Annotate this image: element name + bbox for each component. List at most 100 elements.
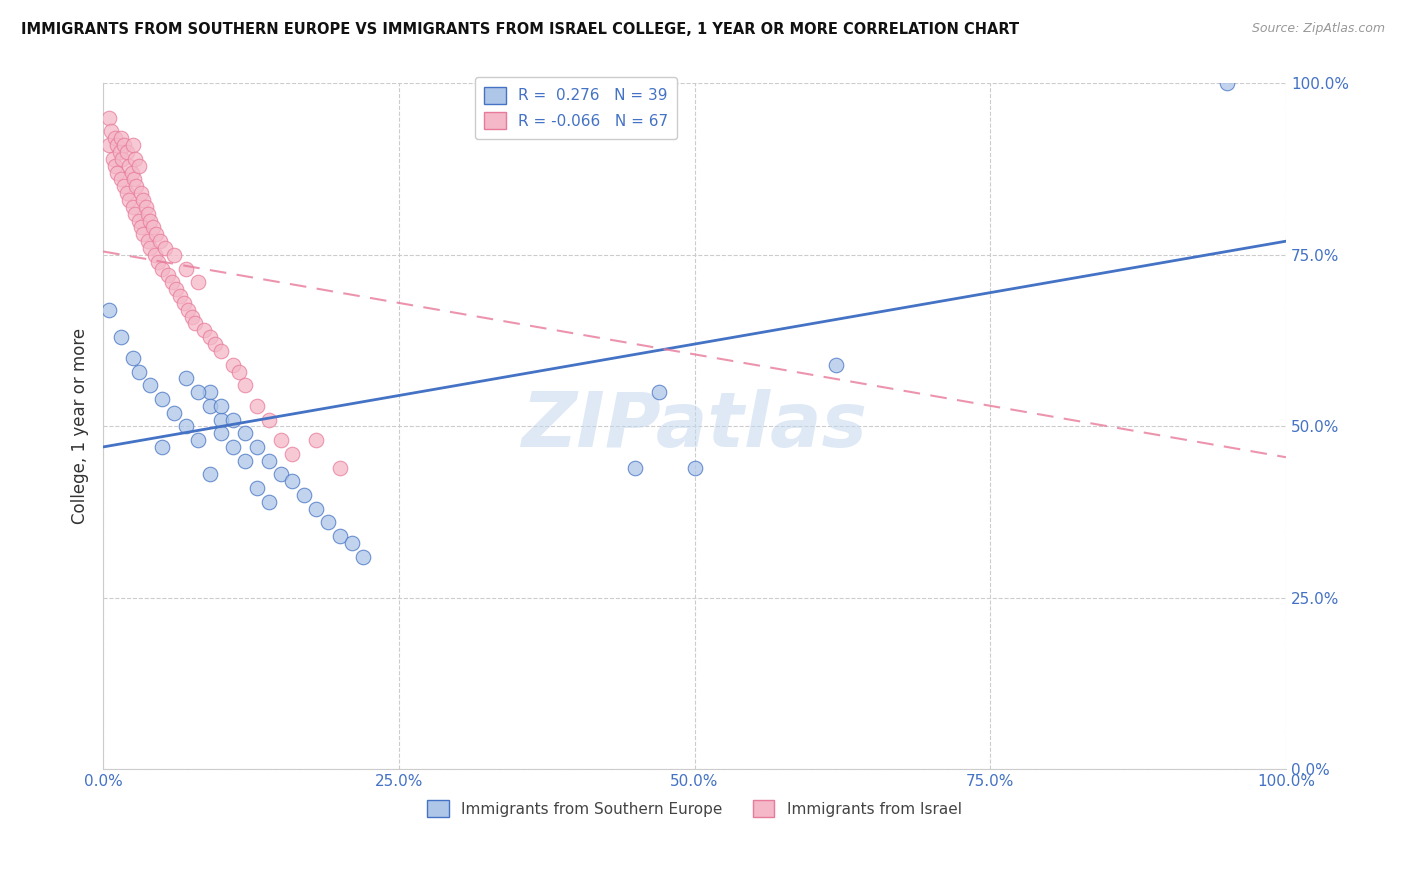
Point <box>222 440 245 454</box>
Point <box>281 475 304 489</box>
Point <box>270 433 292 447</box>
Point <box>128 364 150 378</box>
Point <box>124 152 146 166</box>
Point <box>115 186 138 201</box>
Point <box>340 536 363 550</box>
Point <box>257 453 280 467</box>
Point <box>292 488 315 502</box>
Point <box>184 317 207 331</box>
Point <box>329 460 352 475</box>
Point <box>187 276 209 290</box>
Point <box>683 460 706 475</box>
Point <box>825 358 848 372</box>
Point <box>160 276 183 290</box>
Point <box>177 302 200 317</box>
Point <box>105 138 128 153</box>
Point <box>257 412 280 426</box>
Point <box>180 310 202 324</box>
Point <box>128 159 150 173</box>
Point <box>204 337 226 351</box>
Point <box>111 152 134 166</box>
Point <box>222 358 245 372</box>
Text: ZIPatlas: ZIPatlas <box>522 390 868 463</box>
Point <box>121 138 143 153</box>
Point <box>118 159 141 173</box>
Point <box>112 138 135 153</box>
Point <box>166 282 188 296</box>
Point <box>121 351 143 365</box>
Point <box>139 378 162 392</box>
Point <box>246 399 269 413</box>
Point <box>115 145 138 159</box>
Point <box>110 330 132 344</box>
Point <box>157 268 180 283</box>
Point <box>121 200 143 214</box>
Point <box>352 549 374 564</box>
Point <box>316 516 339 530</box>
Point <box>112 179 135 194</box>
Point <box>209 343 232 358</box>
Point <box>98 302 121 317</box>
Point <box>233 453 256 467</box>
Point <box>129 220 152 235</box>
Point <box>145 227 167 242</box>
Text: Source: ZipAtlas.com: Source: ZipAtlas.com <box>1251 22 1385 36</box>
Point <box>104 131 127 145</box>
Point <box>246 481 269 495</box>
Point <box>143 248 166 262</box>
Point <box>174 419 197 434</box>
Point <box>150 440 173 454</box>
Point <box>98 138 121 153</box>
Point <box>198 385 221 400</box>
Point <box>222 412 245 426</box>
Point <box>329 529 352 543</box>
Point <box>209 399 232 413</box>
Point <box>136 234 159 248</box>
Point <box>163 406 186 420</box>
Point <box>122 172 145 186</box>
Point <box>110 172 132 186</box>
Point <box>100 124 122 138</box>
Point <box>163 248 186 262</box>
Point <box>246 440 269 454</box>
Point <box>146 254 169 268</box>
Point <box>281 447 304 461</box>
Point <box>233 426 256 441</box>
Point <box>209 426 232 441</box>
Point <box>198 467 221 482</box>
Point <box>101 152 124 166</box>
Point <box>139 213 162 227</box>
Point <box>129 186 152 201</box>
Point <box>233 378 256 392</box>
Point <box>105 166 128 180</box>
Point <box>128 213 150 227</box>
Point <box>121 166 143 180</box>
Point <box>136 207 159 221</box>
Point <box>149 234 172 248</box>
Point <box>174 371 197 385</box>
Point <box>104 159 127 173</box>
Point <box>305 501 328 516</box>
Point <box>132 227 155 242</box>
Point <box>624 460 647 475</box>
Point <box>150 261 173 276</box>
Point <box>1216 77 1239 91</box>
Point <box>193 323 215 337</box>
Point <box>153 241 176 255</box>
Point <box>150 392 173 406</box>
Legend: Immigrants from Southern Europe, Immigrants from Israel: Immigrants from Southern Europe, Immigra… <box>422 794 967 823</box>
Point <box>125 179 148 194</box>
Point <box>118 193 141 207</box>
Point <box>209 412 232 426</box>
Point <box>135 200 157 214</box>
Point <box>198 399 221 413</box>
Point <box>169 289 191 303</box>
Text: IMMIGRANTS FROM SOUTHERN EUROPE VS IMMIGRANTS FROM ISRAEL COLLEGE, 1 YEAR OR MOR: IMMIGRANTS FROM SOUTHERN EUROPE VS IMMIG… <box>21 22 1019 37</box>
Point <box>257 495 280 509</box>
Point <box>142 220 165 235</box>
Point <box>198 330 221 344</box>
Point <box>173 296 195 310</box>
Point <box>187 433 209 447</box>
Point <box>305 433 328 447</box>
Point <box>648 385 671 400</box>
